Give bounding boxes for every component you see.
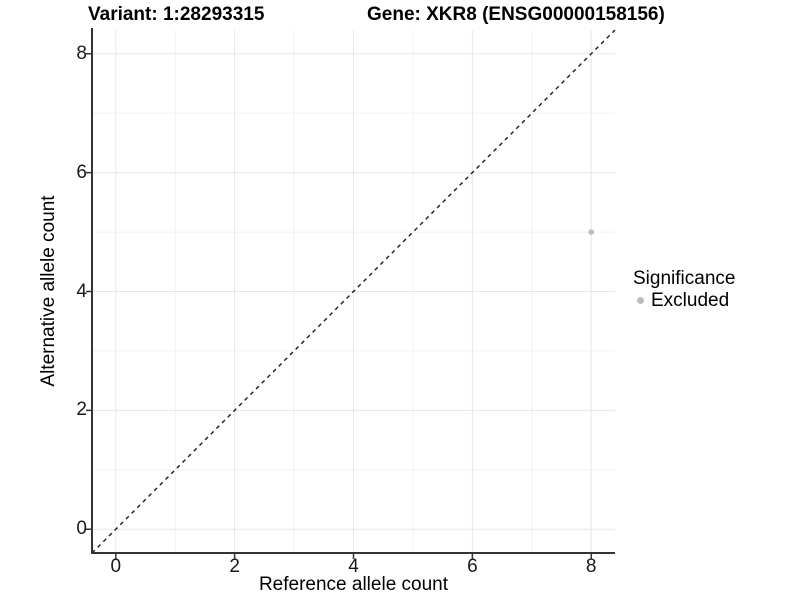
- x-tick-label: 4: [348, 556, 359, 577]
- legend-title: Significance: [633, 268, 736, 289]
- y-tick-label: 2: [76, 399, 87, 421]
- plot-title-gene: Gene: XKR8 (ENSG00000158156): [367, 4, 665, 25]
- legend: Significance Excluded: [633, 268, 735, 311]
- data-point: [588, 229, 595, 235]
- y-tick-label: 0: [76, 518, 87, 540]
- x-axis-title: Reference allele count: [258, 574, 449, 595]
- x-tick-label: 6: [467, 556, 478, 577]
- y-axis-title: Alternative allele count: [38, 195, 59, 387]
- legend-key-dot-icon: [637, 297, 644, 304]
- x-tick-label: 0: [110, 556, 122, 577]
- legend-entries: Excluded: [633, 290, 735, 311]
- y-tick-label: 8: [76, 42, 87, 64]
- x-tick-label: 2: [229, 556, 240, 577]
- identity-dashed-line: [91, 29, 616, 554]
- legend-entry-label: Excluded: [651, 290, 730, 311]
- y-tick-label: 4: [76, 280, 87, 302]
- y-tick-label: 6: [76, 161, 87, 183]
- x-tick-label: 8: [585, 556, 597, 577]
- legend-entry: Excluded: [633, 290, 735, 311]
- plot-title-variant: Variant: 1:28293315: [88, 4, 265, 25]
